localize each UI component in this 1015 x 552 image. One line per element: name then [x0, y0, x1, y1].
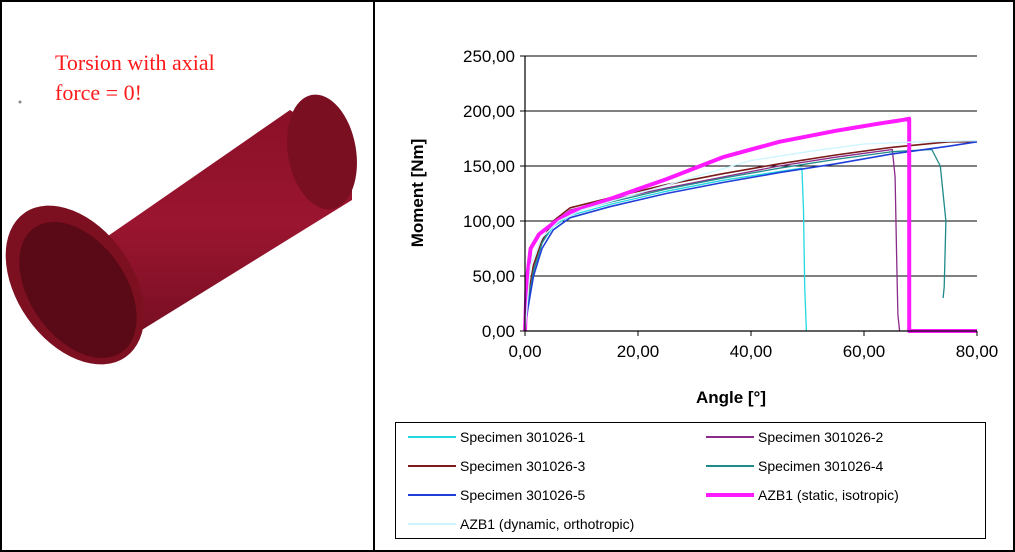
legend-label-5: Specimen 301026-5 — [460, 487, 586, 503]
series-line-3 — [524, 141, 977, 332]
legend-item-7: AZB1 (dynamic, orthotropic) — [408, 514, 634, 534]
plot-frame — [525, 56, 977, 331]
legend-label-2: Specimen 301026-2 — [758, 429, 884, 445]
annotation-line-2: force = 0! — [55, 80, 142, 105]
y-tick-label-1: 50,00 — [472, 267, 515, 286]
legend-label-6: AZB1 (static, isotropic) — [758, 487, 899, 503]
y-tick-label-2: 100,00 — [463, 212, 515, 231]
legend-swatch-1 — [408, 436, 456, 438]
y-axis-label: Moment [Nm] — [408, 139, 427, 248]
annotation-line-1: Torsion with axial — [55, 50, 215, 75]
chart-legend: Specimen 301026-1 Specimen 301026-2 Specim… — [395, 422, 986, 539]
x-tick-label-4: 80,00 — [956, 342, 999, 361]
legend-label-3: Specimen 301026-3 — [460, 458, 586, 474]
panel-border-right — [373, 0, 1015, 552]
tube-back-end — [287, 94, 357, 210]
legend-item-3: Specimen 301026-3 — [408, 456, 585, 476]
series-line-4 — [524, 148, 947, 332]
y-tick-label-4: 200,00 — [463, 102, 515, 121]
legend-swatch-5 — [408, 494, 456, 496]
legend-item-1: Specimen 301026-1 — [408, 427, 585, 447]
y-tick-label-0: 0,00 — [482, 322, 515, 341]
dot-marker — [18, 100, 22, 104]
y-tick-label-5: 250,00 — [463, 47, 515, 66]
x-tick-label-2: 40,00 — [730, 342, 773, 361]
x-axis-label: Angle [°] — [696, 388, 766, 407]
legend-item-5: Specimen 301026-5 — [408, 485, 585, 505]
legend-swatch-7 — [408, 523, 456, 525]
x-tick-label-1: 20,00 — [617, 342, 660, 361]
x-tick-label-3: 60,00 — [843, 342, 886, 361]
legend-item-4: Specimen 301026-4 — [706, 456, 883, 476]
series-line-6 — [523, 116, 977, 333]
legend-swatch-6 — [706, 493, 754, 497]
legend-swatch-4 — [706, 465, 754, 467]
series-line-7 — [524, 140, 978, 332]
legend-item-6: AZB1 (static, isotropic) — [706, 485, 899, 505]
legend-item-2: Specimen 301026-2 — [706, 427, 883, 447]
tube-front-opening — [19, 221, 137, 359]
legend-swatch-2 — [706, 436, 754, 438]
y-tick-label-3: 150,00 — [463, 157, 515, 176]
legend-label-1: Specimen 301026-1 — [460, 429, 586, 445]
legend-swatch-3 — [408, 465, 456, 467]
tube-illustration — [5, 94, 357, 365]
x-tick-label-0: 0,00 — [508, 342, 541, 361]
legend-label-4: Specimen 301026-4 — [758, 458, 884, 474]
chart-area: 0,00 50,00 100,00 150,00 200,00 250,00 0,00 20,… — [408, 47, 998, 407]
legend-label-7: AZB1 (dynamic, orthotropic) — [460, 516, 635, 532]
series-line-5 — [524, 141, 978, 332]
